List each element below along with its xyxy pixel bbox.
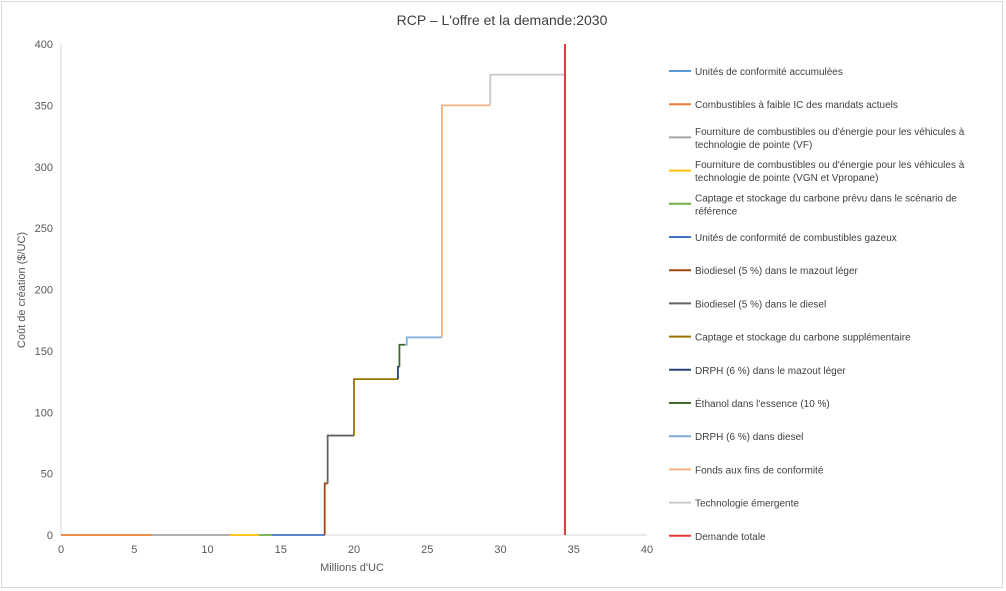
y-tick-label: 50 bbox=[41, 469, 53, 481]
legend-item: Unités de conformité accumulées bbox=[669, 67, 843, 78]
x-tick-label: 10 bbox=[201, 544, 213, 556]
x-axis-title: Millions d'UC bbox=[320, 562, 384, 574]
x-tick-label: 20 bbox=[348, 544, 360, 556]
series-lines bbox=[61, 44, 566, 536]
legend-label: Fourniture de combustibles ou d'énergie … bbox=[695, 127, 965, 151]
legend-label: Unités de conformité de combustibles gaz… bbox=[695, 233, 897, 244]
legend-label: Fonds aux fins de conformité bbox=[695, 465, 824, 476]
legend-item: Éthanol dans l'essence (10 %) bbox=[669, 397, 830, 410]
x-tick-label: 5 bbox=[131, 544, 137, 556]
x-tick-label: 35 bbox=[568, 544, 580, 556]
legend-item: Demande totale bbox=[669, 532, 766, 543]
legend-item: Fourniture de combustibles ou d'énergie … bbox=[669, 160, 965, 184]
series-line-10 bbox=[397, 365, 400, 380]
legend-label: DRPH (6 %) dans le mazout léger bbox=[695, 366, 846, 377]
axes: 0 50 100 150 200 250 300 350 400 0 5 10 15 20 25 30 35 40 bbox=[35, 39, 653, 556]
series-line-13 bbox=[440, 104, 491, 338]
legend: Unités de conformité accumulées Combustib… bbox=[669, 67, 965, 543]
series-line-14 bbox=[489, 73, 565, 106]
series-line-12 bbox=[405, 336, 442, 346]
x-tick-label: 15 bbox=[275, 544, 287, 556]
series-line-9 bbox=[353, 378, 398, 436]
legend-item: Technologie émergente bbox=[669, 499, 799, 510]
legend-label: Éthanol dans l'essence (10 %) bbox=[695, 397, 830, 410]
legend-label: Biodiesel (5 %) dans le diesel bbox=[695, 299, 826, 310]
y-axis-title: Coût de création ($/UC) bbox=[16, 232, 28, 348]
legend-item: Captage et stockage du carbone prévu dan… bbox=[669, 193, 957, 217]
legend-label: Biodiesel (5 %) dans le mazout léger bbox=[695, 266, 859, 277]
x-tick-label: 40 bbox=[641, 544, 653, 556]
y-tick-label: 100 bbox=[35, 407, 53, 419]
legend-item: Biodiesel (5 %) dans le mazout léger bbox=[669, 266, 859, 277]
legend-label: Captage et stockage du carbone supplémen… bbox=[695, 333, 911, 344]
legend-label: Demande totale bbox=[695, 532, 766, 543]
legend-label: Captage et stockage du carbone prévu dan… bbox=[695, 193, 957, 217]
x-tick-label: 30 bbox=[494, 544, 506, 556]
legend-label: DRPH (6 %) dans diesel bbox=[695, 432, 803, 443]
y-tick-label: 300 bbox=[35, 162, 53, 174]
legend-item: DRPH (6 %) dans diesel bbox=[669, 432, 803, 443]
legend-label: Fourniture de combustibles ou d'énergie … bbox=[695, 160, 965, 184]
legend-item: Combustibles à faible IC des mandats act… bbox=[669, 100, 898, 111]
legend-item: DRPH (6 %) dans le mazout léger bbox=[669, 366, 846, 377]
legend-label: Unités de conformité accumulées bbox=[695, 67, 843, 78]
series-line-7 bbox=[323, 482, 328, 535]
legend-item: Fourniture de combustibles ou d'énergie … bbox=[669, 127, 965, 151]
y-tick-label: 250 bbox=[35, 223, 53, 235]
y-tick-label: 150 bbox=[35, 346, 53, 358]
legend-item: Unités de conformité de combustibles gaz… bbox=[669, 233, 897, 244]
legend-label: Combustibles à faible IC des mandats act… bbox=[695, 100, 898, 111]
legend-item: Biodiesel (5 %) dans le diesel bbox=[669, 299, 826, 310]
x-tick-label: 0 bbox=[58, 544, 64, 556]
y-tick-label: 350 bbox=[35, 100, 53, 112]
y-tick-label: 0 bbox=[47, 530, 53, 542]
y-tick-label: 400 bbox=[35, 39, 53, 51]
x-tick-label: 25 bbox=[421, 544, 433, 556]
legend-item: Captage et stockage du carbone supplémen… bbox=[669, 333, 911, 344]
legend-label: Technologie émergente bbox=[695, 499, 799, 510]
series-line-11 bbox=[398, 343, 406, 367]
legend-item: Fonds aux fins de conformité bbox=[669, 465, 824, 476]
series-line-8 bbox=[326, 434, 354, 484]
chart-title: RCP – L'offre et la demande:2030 bbox=[397, 12, 608, 28]
y-tick-label: 200 bbox=[35, 285, 53, 297]
